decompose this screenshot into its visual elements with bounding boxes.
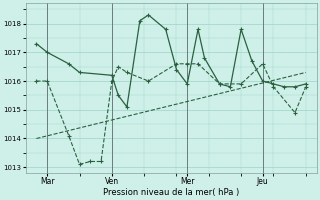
X-axis label: Pression niveau de la mer( hPa ): Pression niveau de la mer( hPa ) (103, 188, 239, 197)
